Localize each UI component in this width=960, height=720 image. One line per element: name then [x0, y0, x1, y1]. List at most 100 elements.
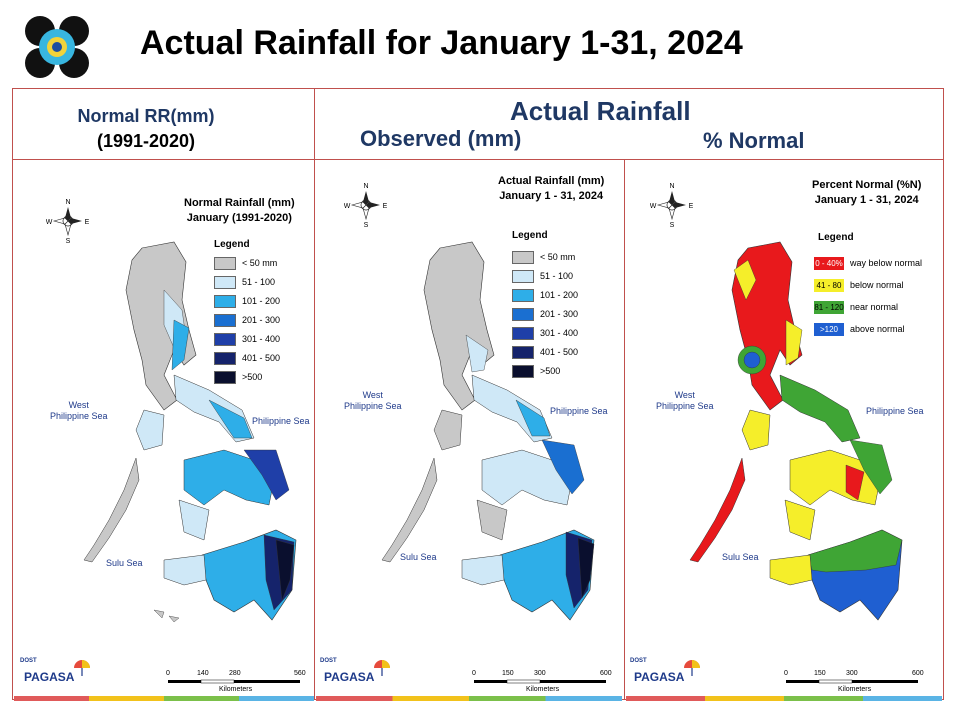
umbrella-icon — [684, 660, 700, 676]
legend-swatch — [512, 269, 534, 283]
sea-label-west: West Philippine Sea — [656, 390, 714, 412]
observed-header: Observed (mm) — [360, 126, 522, 151]
legend-swatch — [512, 288, 534, 302]
scale-tick-2: 280 — [229, 670, 241, 677]
dost-label: DOST — [20, 658, 37, 664]
legend-item: 81 - 120 near normal — [814, 300, 898, 314]
sea-label-west-line1: West — [362, 390, 383, 400]
legend-item: 0 - 40% way below normal — [814, 256, 922, 270]
compass-label-w: W — [344, 203, 351, 210]
scale-tick-0: 0 — [784, 670, 788, 677]
compass-label-w: W — [46, 219, 53, 226]
legend-label: 51 - 100 — [540, 271, 574, 281]
legend-swatch — [214, 351, 236, 365]
compass-label-s: S — [66, 238, 71, 245]
compass-label-e: E — [85, 219, 90, 226]
compass-label-s: S — [364, 222, 369, 229]
legend-swatch — [512, 364, 534, 378]
compass-label-n: N — [65, 199, 70, 206]
compass-label-n: N — [669, 183, 674, 190]
sea-label-west-line2: Philippine Sea — [656, 401, 714, 411]
legend-swatch: 0 - 40% — [814, 256, 844, 270]
sea-label-west-line1: West — [68, 400, 89, 410]
legend-swatch: 81 - 120 — [814, 300, 844, 314]
scale-tick-1: 150 — [814, 670, 826, 677]
panel-percent-normal: N S E W Percent Normal (%N) January 1 - 31,… — [626, 160, 942, 700]
philippines-map — [83, 241, 297, 623]
umbrella-icon — [374, 660, 390, 676]
pagasa-branding: DOST PAGASA — [320, 658, 390, 692]
map-title: Normal Rainfall (mm) January (1991-2020) — [184, 196, 295, 226]
pagasa-branding: DOST PAGASA — [630, 658, 700, 692]
legend-swatch — [214, 256, 236, 270]
bottom-stripe — [316, 696, 622, 701]
scale-tick-2: 300 — [534, 670, 546, 677]
legend-label: below normal — [850, 280, 904, 290]
legend-swatch — [214, 313, 236, 327]
legend-swatch: 41 - 80 — [814, 278, 844, 292]
normal-header-line1: Normal RR(mm) — [77, 106, 215, 126]
normal-header: Normal RR(mm) (1991-2020) — [56, 104, 236, 154]
legend-item: < 50 mm — [512, 250, 575, 264]
scale-tick-0: 0 — [472, 670, 476, 677]
sea-label-sulu: Sulu Sea — [106, 558, 143, 568]
sea-label-sulu: Sulu Sea — [400, 552, 437, 562]
legend-label: 201 - 300 — [540, 309, 579, 319]
legend-item: 51 - 100 — [512, 269, 573, 283]
compass-label-n: N — [363, 183, 368, 190]
legend-item: >500 — [214, 370, 262, 384]
legend-title: Legend — [818, 232, 854, 243]
scale-unit: Kilometers — [526, 686, 560, 693]
sea-label-west-line1: West — [674, 390, 695, 400]
normal-header-line2: (1991-2020) — [96, 131, 196, 151]
legend-label: >500 — [242, 372, 263, 382]
map-title-line2: January 1 - 31, 2024 — [499, 190, 604, 202]
legend-item: 301 - 400 — [214, 332, 280, 346]
map-title-line2: January 1 - 31, 2024 — [814, 194, 919, 206]
actual-header: Actual Rainfall — [510, 96, 691, 126]
map-title: Percent Normal (%N) January 1 - 31, 2024 — [812, 178, 921, 208]
legend-item: 301 - 400 — [512, 326, 578, 340]
legend-item: 201 - 300 — [512, 307, 578, 321]
legend-title: Legend — [214, 239, 250, 250]
legend-item: >120 above normal — [814, 322, 905, 336]
legend-item: < 50 mm — [214, 256, 277, 270]
map-title: Actual Rainfall (mm) January 1 - 31, 202… — [498, 174, 604, 204]
legend-label: 201 - 300 — [242, 315, 281, 325]
compass-rose-icon: N S E W — [46, 199, 90, 245]
legend-label: >500 — [540, 366, 561, 376]
sea-label-west-line2: Philippine Sea — [344, 401, 402, 411]
compass-rose-icon: N S E W — [650, 183, 694, 229]
pagasa-logo — [25, 16, 89, 78]
compass-label-w: W — [650, 203, 657, 210]
scale-tick-0: 0 — [166, 670, 170, 677]
legend-label: near normal — [850, 302, 899, 312]
legend-item: 101 - 200 — [214, 294, 280, 308]
pagasa-name: PAGASA — [24, 670, 75, 684]
percent-header: % Normal — [703, 128, 805, 153]
scale-tick-3: 600 — [600, 670, 612, 677]
sea-label-sulu: Sulu Sea — [722, 552, 759, 562]
legend-label: 301 - 400 — [242, 334, 281, 344]
legend-item: 401 - 500 — [214, 351, 280, 365]
sea-label-west: West Philippine Sea — [344, 390, 402, 412]
scale-tick-3: 600 — [912, 670, 924, 677]
compass-label-e: E — [689, 203, 694, 210]
pagasa-name: PAGASA — [634, 670, 685, 684]
panel-normal: N S E W Normal Rainfall (mm) January (1991-… — [14, 160, 314, 700]
sea-label-west: West Philippine Sea — [50, 400, 108, 422]
legend-swatch — [512, 326, 534, 340]
compass-label-s: S — [670, 222, 675, 229]
map-title-line2: January (1991-2020) — [186, 212, 292, 224]
map-title-line1: Normal Rainfall (mm) — [184, 197, 295, 209]
legend-swatch — [214, 294, 236, 308]
philippines-map — [689, 241, 903, 621]
legend-swatch — [512, 250, 534, 264]
legend-item: 41 - 80 below normal — [814, 278, 904, 292]
map-title-line1: Actual Rainfall (mm) — [498, 175, 605, 187]
scale-unit: Kilometers — [219, 686, 253, 693]
legend-swatch — [512, 307, 534, 321]
legend-item: 51 - 100 — [214, 275, 275, 289]
sea-label-east: Philippine Sea — [866, 406, 924, 416]
legend-item: 201 - 300 — [214, 313, 280, 327]
